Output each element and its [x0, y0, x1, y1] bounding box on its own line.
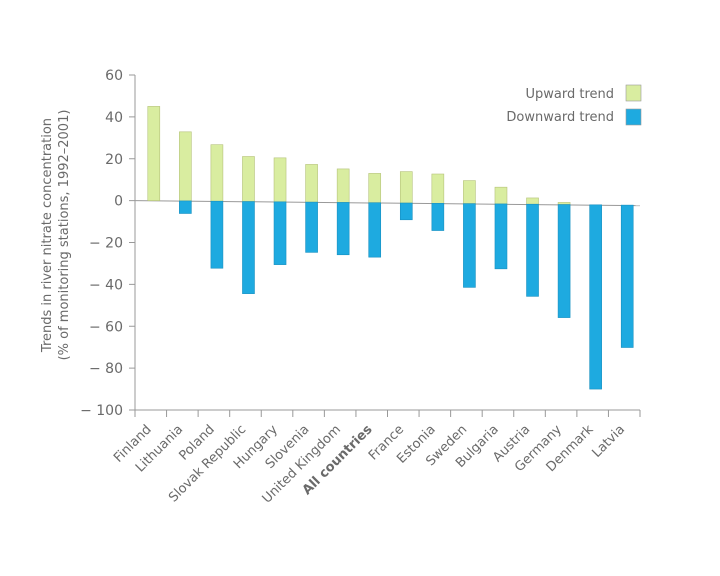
bar-downward-denmark [589, 204, 602, 390]
bar-upward-slovenia [305, 164, 318, 203]
legend-label-downward: Downward trend [506, 110, 614, 125]
bar-upward-bulgaria [494, 186, 508, 205]
legend: Upward trend Downward trend [506, 84, 642, 126]
bar-upward-france [399, 171, 413, 204]
bar-downward-estonia [431, 203, 445, 231]
bar-downward-sweden [463, 203, 476, 288]
bar-upward-hungary [273, 157, 287, 203]
bar-downward-bulgaria [494, 203, 508, 270]
bar-downward-latvia [620, 204, 634, 348]
y-tick-label: 20 [105, 152, 123, 168]
x-tick-label: Latvia [589, 422, 628, 461]
y-tick-label: 0 [114, 194, 123, 210]
legend-label-upward: Upward trend [525, 87, 614, 102]
bar-upward-finland [147, 106, 161, 201]
bar-upward-lithuania [179, 131, 192, 202]
bar-upward-united-kingdom [336, 168, 350, 203]
y-tick-label: − 20 [89, 236, 123, 252]
bar-downward-austria [526, 203, 539, 297]
bar-downward-slovenia [305, 201, 318, 253]
bar-downward-hungary [273, 201, 287, 265]
bar-upward-estonia [431, 173, 445, 204]
y-tick-label: 60 [105, 68, 123, 84]
y-axis-label-line-1: Trends in river nitrate concentration [40, 118, 55, 353]
y-tick-label: 40 [105, 110, 123, 126]
bar-upward-austria [526, 197, 539, 205]
y-tick-label: − 80 [89, 361, 123, 377]
y-tick-label: − 60 [89, 319, 123, 335]
y-tick-label: − 40 [89, 277, 123, 293]
bar-downward-france [399, 202, 413, 221]
bar-downward-germany [557, 204, 571, 318]
legend-swatch-downward [625, 108, 642, 126]
bar-upward-sweden [463, 180, 476, 204]
bar-downward-poland [210, 200, 224, 269]
bar-downward-slovak-republic [242, 201, 255, 294]
bar-upward-all-countries [368, 173, 382, 204]
y-axis-label-line-2: (% of monitoring stations, 1992–2001) [57, 110, 72, 361]
bar-upward-germany [557, 202, 571, 205]
bar-downward-all-countries [368, 202, 382, 258]
bar-downward-united-kingdom [336, 202, 350, 256]
bar-downward-lithuania [179, 200, 192, 214]
bar-upward-slovak-republic [242, 156, 255, 202]
y-axis-label: Trends in river nitrate concentration (%… [40, 110, 72, 361]
legend-swatch-upward [625, 84, 642, 102]
bar-upward-poland [210, 144, 224, 202]
y-tick-label: − 100 [80, 403, 123, 419]
